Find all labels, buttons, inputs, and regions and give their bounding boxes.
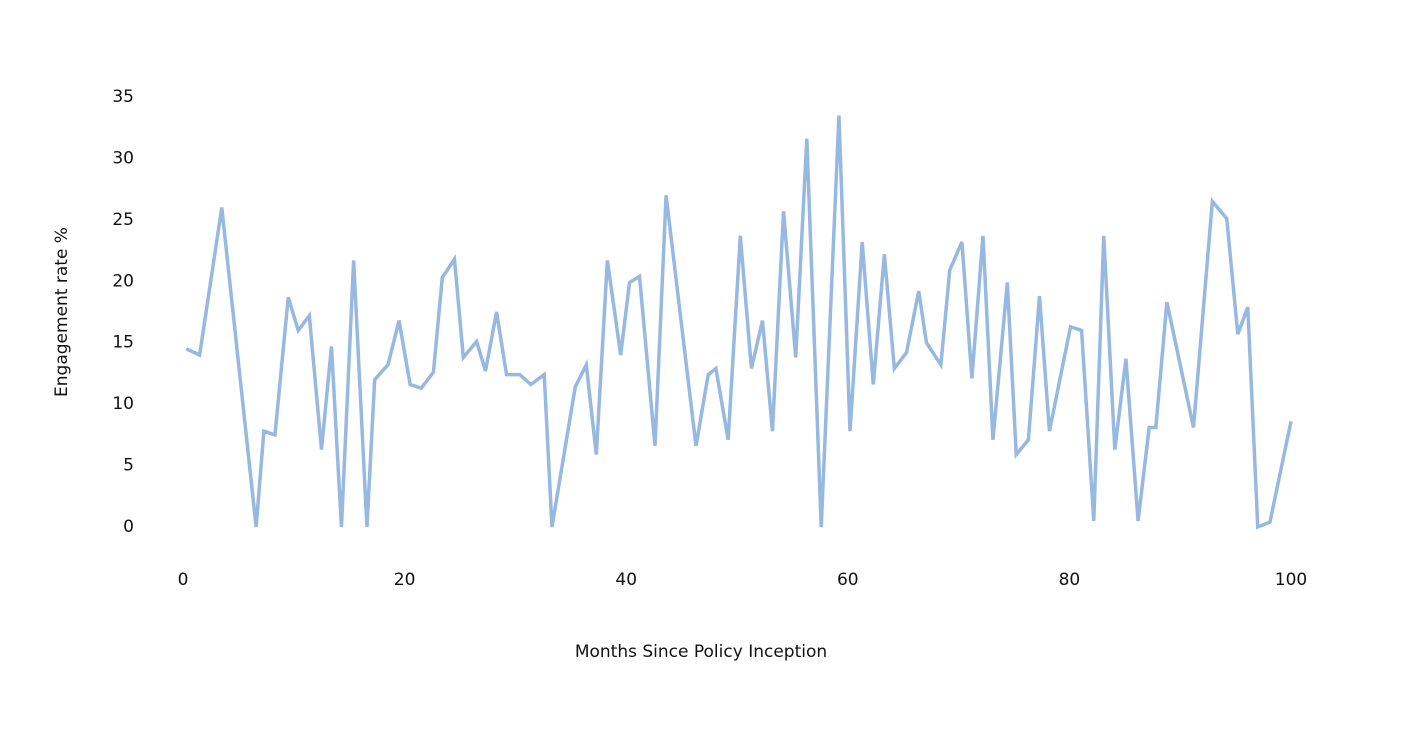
x-tick-label: 0: [178, 570, 189, 590]
x-tick-label: 80: [1059, 570, 1081, 590]
y-tick-label: 25: [112, 210, 134, 230]
y-tick-label: 10: [112, 394, 134, 414]
x-axis-label: Months Since Policy Inception: [575, 642, 827, 662]
data-line: [185, 115, 1293, 530]
x-tick-label: 60: [837, 570, 859, 590]
y-tick-label: 20: [112, 271, 134, 291]
y-tick-label: 0: [123, 517, 134, 537]
x-tick-label: 100: [1275, 570, 1307, 590]
y-tick-label: 30: [112, 148, 134, 168]
x-tick-label: 40: [615, 570, 637, 590]
y-tick-label: 5: [123, 456, 134, 476]
x-tick-label: 20: [394, 570, 416, 590]
y-tick-label: 15: [112, 333, 134, 353]
y-tick-label: 35: [112, 87, 134, 107]
y-axis-label: Engagement rate %: [52, 227, 72, 397]
